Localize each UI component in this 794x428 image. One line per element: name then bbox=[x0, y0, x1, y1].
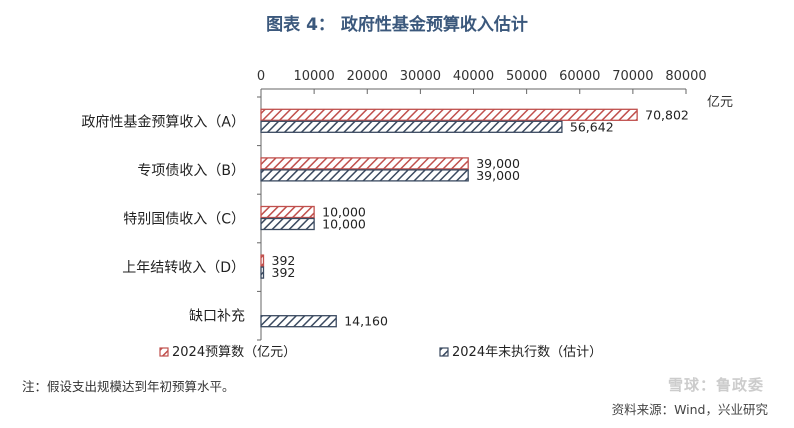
bar bbox=[260, 266, 265, 279]
legend-swatch bbox=[159, 347, 169, 357]
legend-swatch bbox=[439, 347, 449, 357]
bar bbox=[260, 315, 337, 328]
legend-label: 2024年末执行数（估计） bbox=[452, 345, 602, 360]
data-label: 392 bbox=[272, 253, 296, 268]
x-tick-label: 60000 bbox=[559, 69, 600, 84]
category-label: 专项债收入（B） bbox=[137, 163, 245, 179]
x-tick-label: 20000 bbox=[347, 69, 388, 84]
x-tick-label: 30000 bbox=[400, 69, 441, 84]
data-label: 56,642 bbox=[570, 119, 614, 134]
bar-chart: 0 10000 20000 30000 40000 50000 60000 70000 8000… bbox=[81, 69, 733, 360]
x-tick-label: 50000 bbox=[506, 69, 547, 84]
bar bbox=[260, 108, 638, 121]
bar bbox=[260, 157, 469, 170]
bar bbox=[260, 205, 315, 219]
data-label: 14,160 bbox=[344, 314, 388, 329]
x-tick-label: 40000 bbox=[453, 69, 494, 84]
category-label: 缺口补充 bbox=[189, 309, 245, 325]
footnote: 注：假设支出规模达到年初预算水平。 bbox=[22, 379, 235, 394]
x-tick-label: 10000 bbox=[293, 69, 334, 84]
data-label: 39,000 bbox=[476, 156, 520, 171]
bar bbox=[260, 169, 469, 182]
data-label: 392 bbox=[272, 265, 296, 280]
source-text: 资料来源：Wind，兴业研究 bbox=[611, 402, 768, 417]
category-label: 上年结转收入（D） bbox=[122, 260, 245, 276]
bar bbox=[260, 217, 315, 231]
bar bbox=[260, 254, 265, 267]
category-label: 特别国债收入（C） bbox=[123, 212, 245, 228]
data-label: 39,000 bbox=[476, 168, 520, 183]
category-label: 政府性基金预算收入（A） bbox=[81, 113, 245, 130]
bar bbox=[260, 120, 563, 133]
data-label: 70,802 bbox=[645, 107, 689, 122]
legend-label: 2024预算数（亿元） bbox=[172, 345, 296, 360]
x-tick-label: 0 bbox=[257, 69, 265, 84]
data-label: 10,000 bbox=[322, 217, 366, 232]
x-tick-label: 70000 bbox=[612, 69, 653, 84]
data-label: 10,000 bbox=[322, 205, 366, 220]
x-unit-label: 亿元 bbox=[707, 95, 733, 110]
chart-title: 图表 4： 政府性基金预算收入估计 bbox=[266, 15, 528, 35]
x-tick-label: 80000 bbox=[665, 69, 706, 84]
watermark: 雪球：鲁政委 bbox=[667, 376, 764, 394]
